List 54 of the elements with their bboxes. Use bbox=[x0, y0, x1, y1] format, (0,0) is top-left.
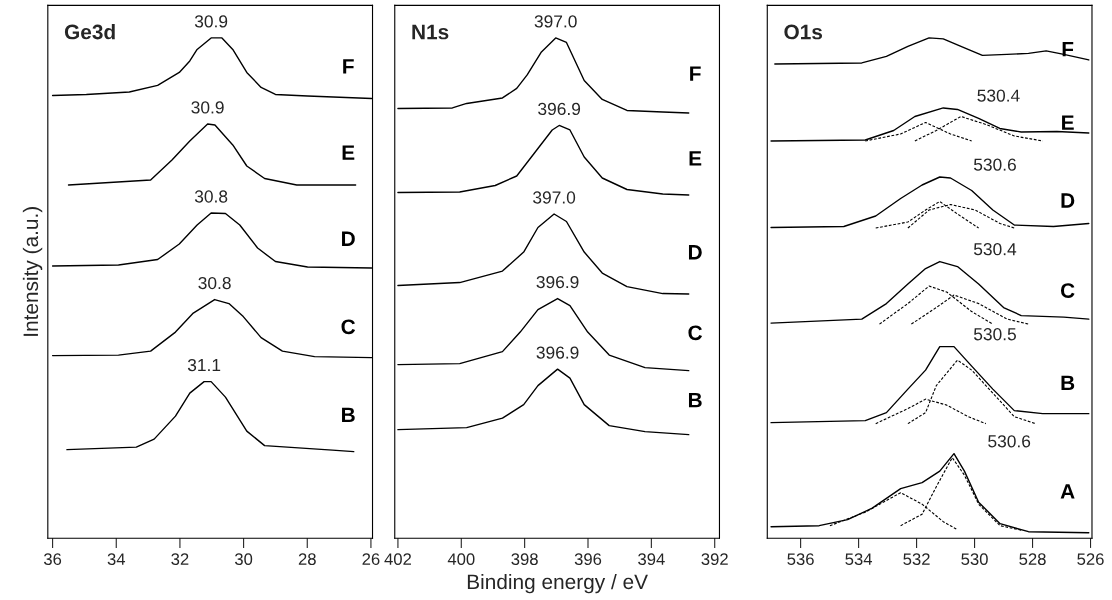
annotation: 530.6 bbox=[973, 158, 1016, 171]
annotation: 396.9 bbox=[536, 275, 579, 289]
chart-title: Ge3d bbox=[64, 24, 115, 40]
annotation: 530.4 bbox=[973, 243, 1017, 256]
annotation: 397.0 bbox=[533, 191, 576, 204]
series-label: C bbox=[1060, 283, 1075, 298]
annotation: 530.5 bbox=[973, 328, 1016, 341]
x-tick-label: 400 bbox=[447, 553, 475, 566]
y-axis-title: Intensity (a.u.) bbox=[22, 207, 43, 336]
x-tick-label: 36 bbox=[43, 553, 62, 566]
annotation: 530.4 bbox=[977, 89, 1020, 102]
series-label: C bbox=[341, 319, 356, 335]
x-tick-label: 392 bbox=[701, 553, 728, 566]
chart-title: O1s bbox=[784, 24, 823, 40]
chart-title: N1s bbox=[412, 24, 449, 40]
x-tick-label: 532 bbox=[903, 553, 930, 566]
x-tick-label: 528 bbox=[1019, 553, 1046, 566]
series-label: D bbox=[1061, 193, 1075, 208]
series-label: D bbox=[688, 245, 702, 260]
series-label: F bbox=[1062, 41, 1074, 57]
x-tick-label: 534 bbox=[845, 553, 873, 566]
series-label: D bbox=[342, 231, 355, 246]
text: 30.9 bbox=[194, 15, 228, 28]
series-label: F bbox=[343, 59, 354, 74]
x-tick-label: 26 bbox=[362, 553, 380, 566]
series-label: E bbox=[689, 151, 702, 166]
series-label: B bbox=[1061, 375, 1075, 390]
annotation: 30.8 bbox=[194, 190, 228, 203]
x-tick-label: 526 bbox=[1077, 553, 1104, 566]
annotation: 31.1 bbox=[187, 358, 221, 372]
series-label: C bbox=[688, 325, 703, 341]
x-tick-label: 30 bbox=[234, 553, 253, 566]
x-tick-label: 536 bbox=[787, 553, 814, 566]
annotation: 30.9 bbox=[191, 101, 224, 114]
series-label: E bbox=[342, 145, 355, 160]
annotation: 396.9 bbox=[536, 346, 579, 359]
x-tick-label: 32 bbox=[171, 553, 189, 566]
x-tick-label: 530 bbox=[961, 553, 988, 566]
x-tick-label: 394 bbox=[638, 553, 665, 566]
x-tick-label: 34 bbox=[107, 553, 126, 566]
annotation: 530.6 bbox=[988, 435, 1031, 448]
series-label: F bbox=[690, 66, 701, 81]
annotation: 396.9 bbox=[538, 102, 581, 116]
x-tick-label: 396 bbox=[574, 553, 602, 566]
series-label: B bbox=[342, 407, 355, 423]
x-tick-label: 402 bbox=[384, 553, 411, 566]
x-tick-label: 398 bbox=[511, 553, 538, 566]
series-label: A bbox=[1060, 484, 1075, 499]
x-axis-title: Binding energy / eV bbox=[467, 573, 648, 594]
series-label: B bbox=[688, 392, 702, 408]
x-tick-label: 28 bbox=[298, 553, 316, 566]
text: 397.0 bbox=[534, 15, 577, 28]
annotation: 30.8 bbox=[198, 276, 231, 290]
series-label: E bbox=[1062, 115, 1074, 130]
